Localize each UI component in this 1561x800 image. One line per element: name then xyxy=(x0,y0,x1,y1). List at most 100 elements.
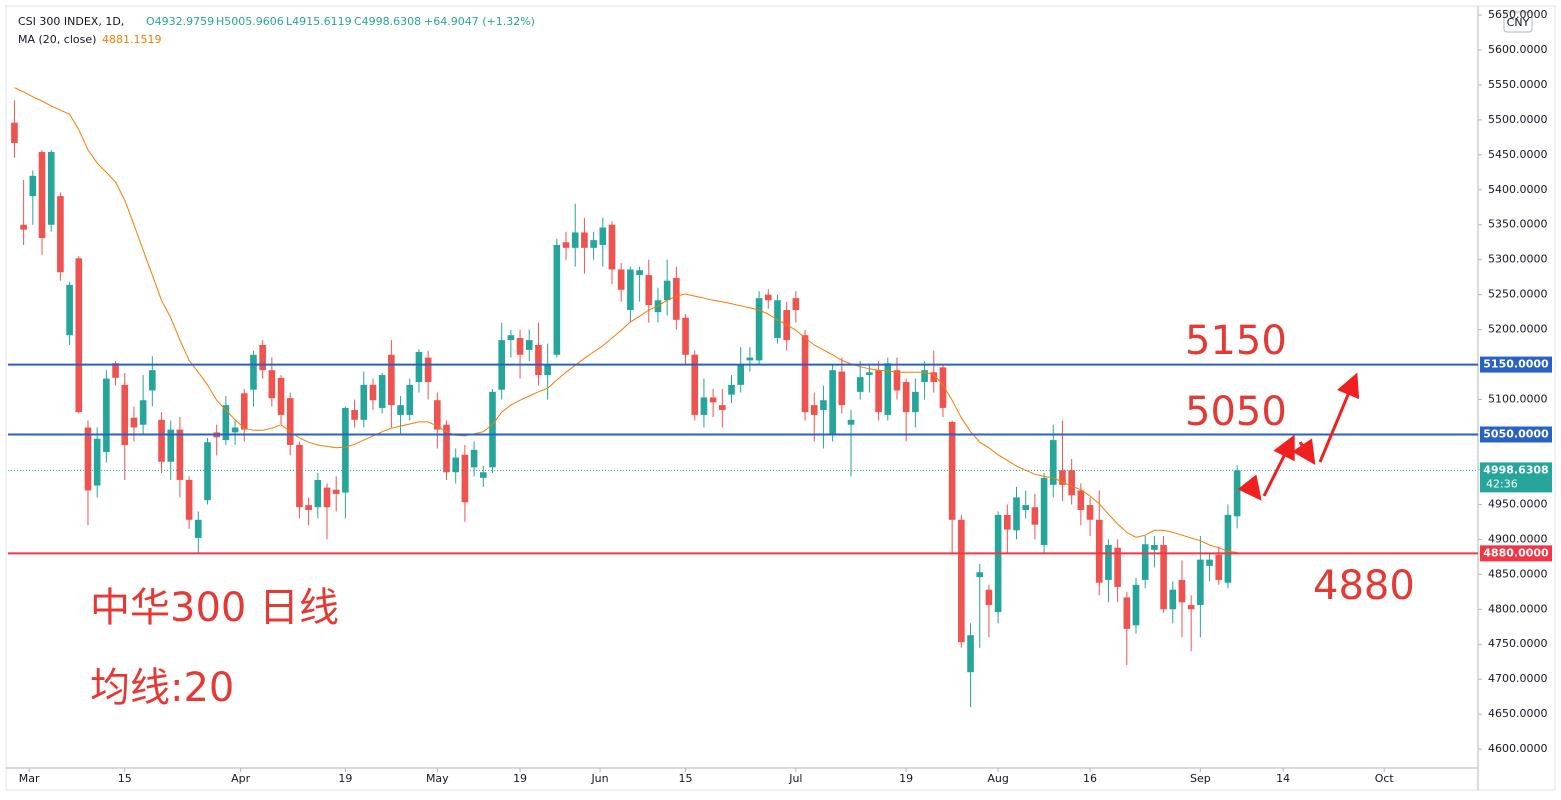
candle-body xyxy=(1197,559,1204,606)
candle-body xyxy=(829,370,836,436)
candle-body xyxy=(1151,544,1158,550)
candle-body xyxy=(342,407,349,493)
y-tick-label: 5250.0000 xyxy=(1488,288,1548,301)
candle-body xyxy=(1206,559,1213,566)
candle-body xyxy=(479,472,487,478)
candle-body xyxy=(1224,514,1232,583)
arrow xyxy=(1292,438,1316,465)
x-tick-label: Sep xyxy=(1190,772,1211,785)
candle-body xyxy=(29,175,37,197)
candle-body xyxy=(1160,544,1167,610)
x-tick-label: Jul xyxy=(788,772,802,785)
candle-body xyxy=(930,372,938,383)
candle-body xyxy=(810,405,818,415)
arrow xyxy=(1237,474,1262,501)
candle-body xyxy=(525,340,533,350)
candle-body xyxy=(636,270,643,276)
candle-body xyxy=(1215,554,1223,580)
x-tick-label: Apr xyxy=(231,772,251,785)
candle-body xyxy=(627,269,634,311)
x-tick-label: 15 xyxy=(679,772,693,785)
level-label: 5050.0000 xyxy=(1483,427,1549,440)
x-tick-label: Mar xyxy=(19,772,40,785)
candle-body xyxy=(305,505,312,511)
candle-body xyxy=(682,317,689,355)
candle-body xyxy=(185,479,193,520)
candle-body xyxy=(388,354,395,406)
candle-body xyxy=(75,258,83,413)
candle-body xyxy=(286,398,294,445)
y-tick-label: 5600.0000 xyxy=(1488,43,1548,56)
candle-body xyxy=(415,351,423,383)
level-annotation: 5050 xyxy=(1185,389,1287,435)
candle-body xyxy=(755,298,763,361)
candle-body xyxy=(121,384,129,445)
plot xyxy=(8,87,1478,708)
candle-body xyxy=(434,400,441,430)
level-label-box xyxy=(1480,426,1552,443)
candle-body xyxy=(397,405,404,415)
level-label-box xyxy=(1480,545,1552,562)
close-value: C4998.6308 xyxy=(354,15,421,28)
candle-body xyxy=(176,429,184,480)
candle-body xyxy=(820,400,827,411)
candle-body xyxy=(599,227,607,246)
candle-body xyxy=(489,391,496,468)
candle-body xyxy=(994,514,1002,613)
candle-body xyxy=(792,298,800,311)
candle-body xyxy=(746,357,754,361)
candle-body xyxy=(259,345,266,371)
candle-body xyxy=(645,275,653,306)
last-price-label: 4998.6308 xyxy=(1483,463,1548,476)
candle-body xyxy=(470,449,478,468)
candle-body xyxy=(452,457,460,473)
candle-body xyxy=(902,382,910,413)
candle-body xyxy=(709,397,717,403)
candle-body xyxy=(461,454,469,503)
candle-body xyxy=(507,335,515,341)
y-tick-label: 5550.0000 xyxy=(1488,78,1548,91)
candle-body xyxy=(967,635,974,673)
level-label: 5150.0000 xyxy=(1483,358,1549,371)
candle-body xyxy=(1013,497,1020,531)
candle-body xyxy=(1233,470,1241,517)
candle-body xyxy=(20,224,27,230)
candle-body xyxy=(691,354,699,415)
candle-body xyxy=(1086,505,1094,520)
y-tick-label: 5650.0000 xyxy=(1488,8,1548,21)
candle-body xyxy=(332,489,340,494)
candle-body xyxy=(149,370,156,391)
x-tick-label: Oct xyxy=(1375,772,1395,785)
x-tick-label: 15 xyxy=(118,772,132,785)
candle-body xyxy=(240,393,248,430)
candle-body xyxy=(250,354,257,390)
currency-box[interactable] xyxy=(1503,11,1533,33)
x-tick-label: Jun xyxy=(590,772,608,785)
candle-body xyxy=(921,370,928,383)
countdown: 42:36 xyxy=(1486,477,1518,490)
annotation: 均线:20 xyxy=(90,665,234,711)
candle-body xyxy=(47,152,55,225)
candle-body xyxy=(112,363,119,378)
candle-body xyxy=(838,371,846,406)
candle-body xyxy=(194,519,202,538)
open-value: O4932.9759 xyxy=(146,15,214,28)
candle-body xyxy=(38,152,46,239)
candle-body xyxy=(939,367,947,408)
candle-body xyxy=(728,384,735,395)
candle-body xyxy=(84,427,92,491)
candle-body xyxy=(323,487,331,508)
y-tick-label: 5200.0000 xyxy=(1488,323,1548,336)
candle-body xyxy=(1123,597,1131,629)
candle-body xyxy=(1068,470,1075,496)
currency[interactable]: CNY xyxy=(1507,16,1530,29)
frame xyxy=(5,5,1556,791)
candle-body xyxy=(1105,544,1112,580)
y-tick-label: 4950.0000 xyxy=(1488,497,1548,510)
y-tick-label: 4800.0000 xyxy=(1488,602,1548,615)
arrow xyxy=(1262,434,1295,497)
candle-body xyxy=(351,410,358,420)
annotation: 中华300 日线 xyxy=(90,585,339,631)
candle-body xyxy=(222,405,230,441)
low-value: L4915.6119 xyxy=(286,15,352,28)
